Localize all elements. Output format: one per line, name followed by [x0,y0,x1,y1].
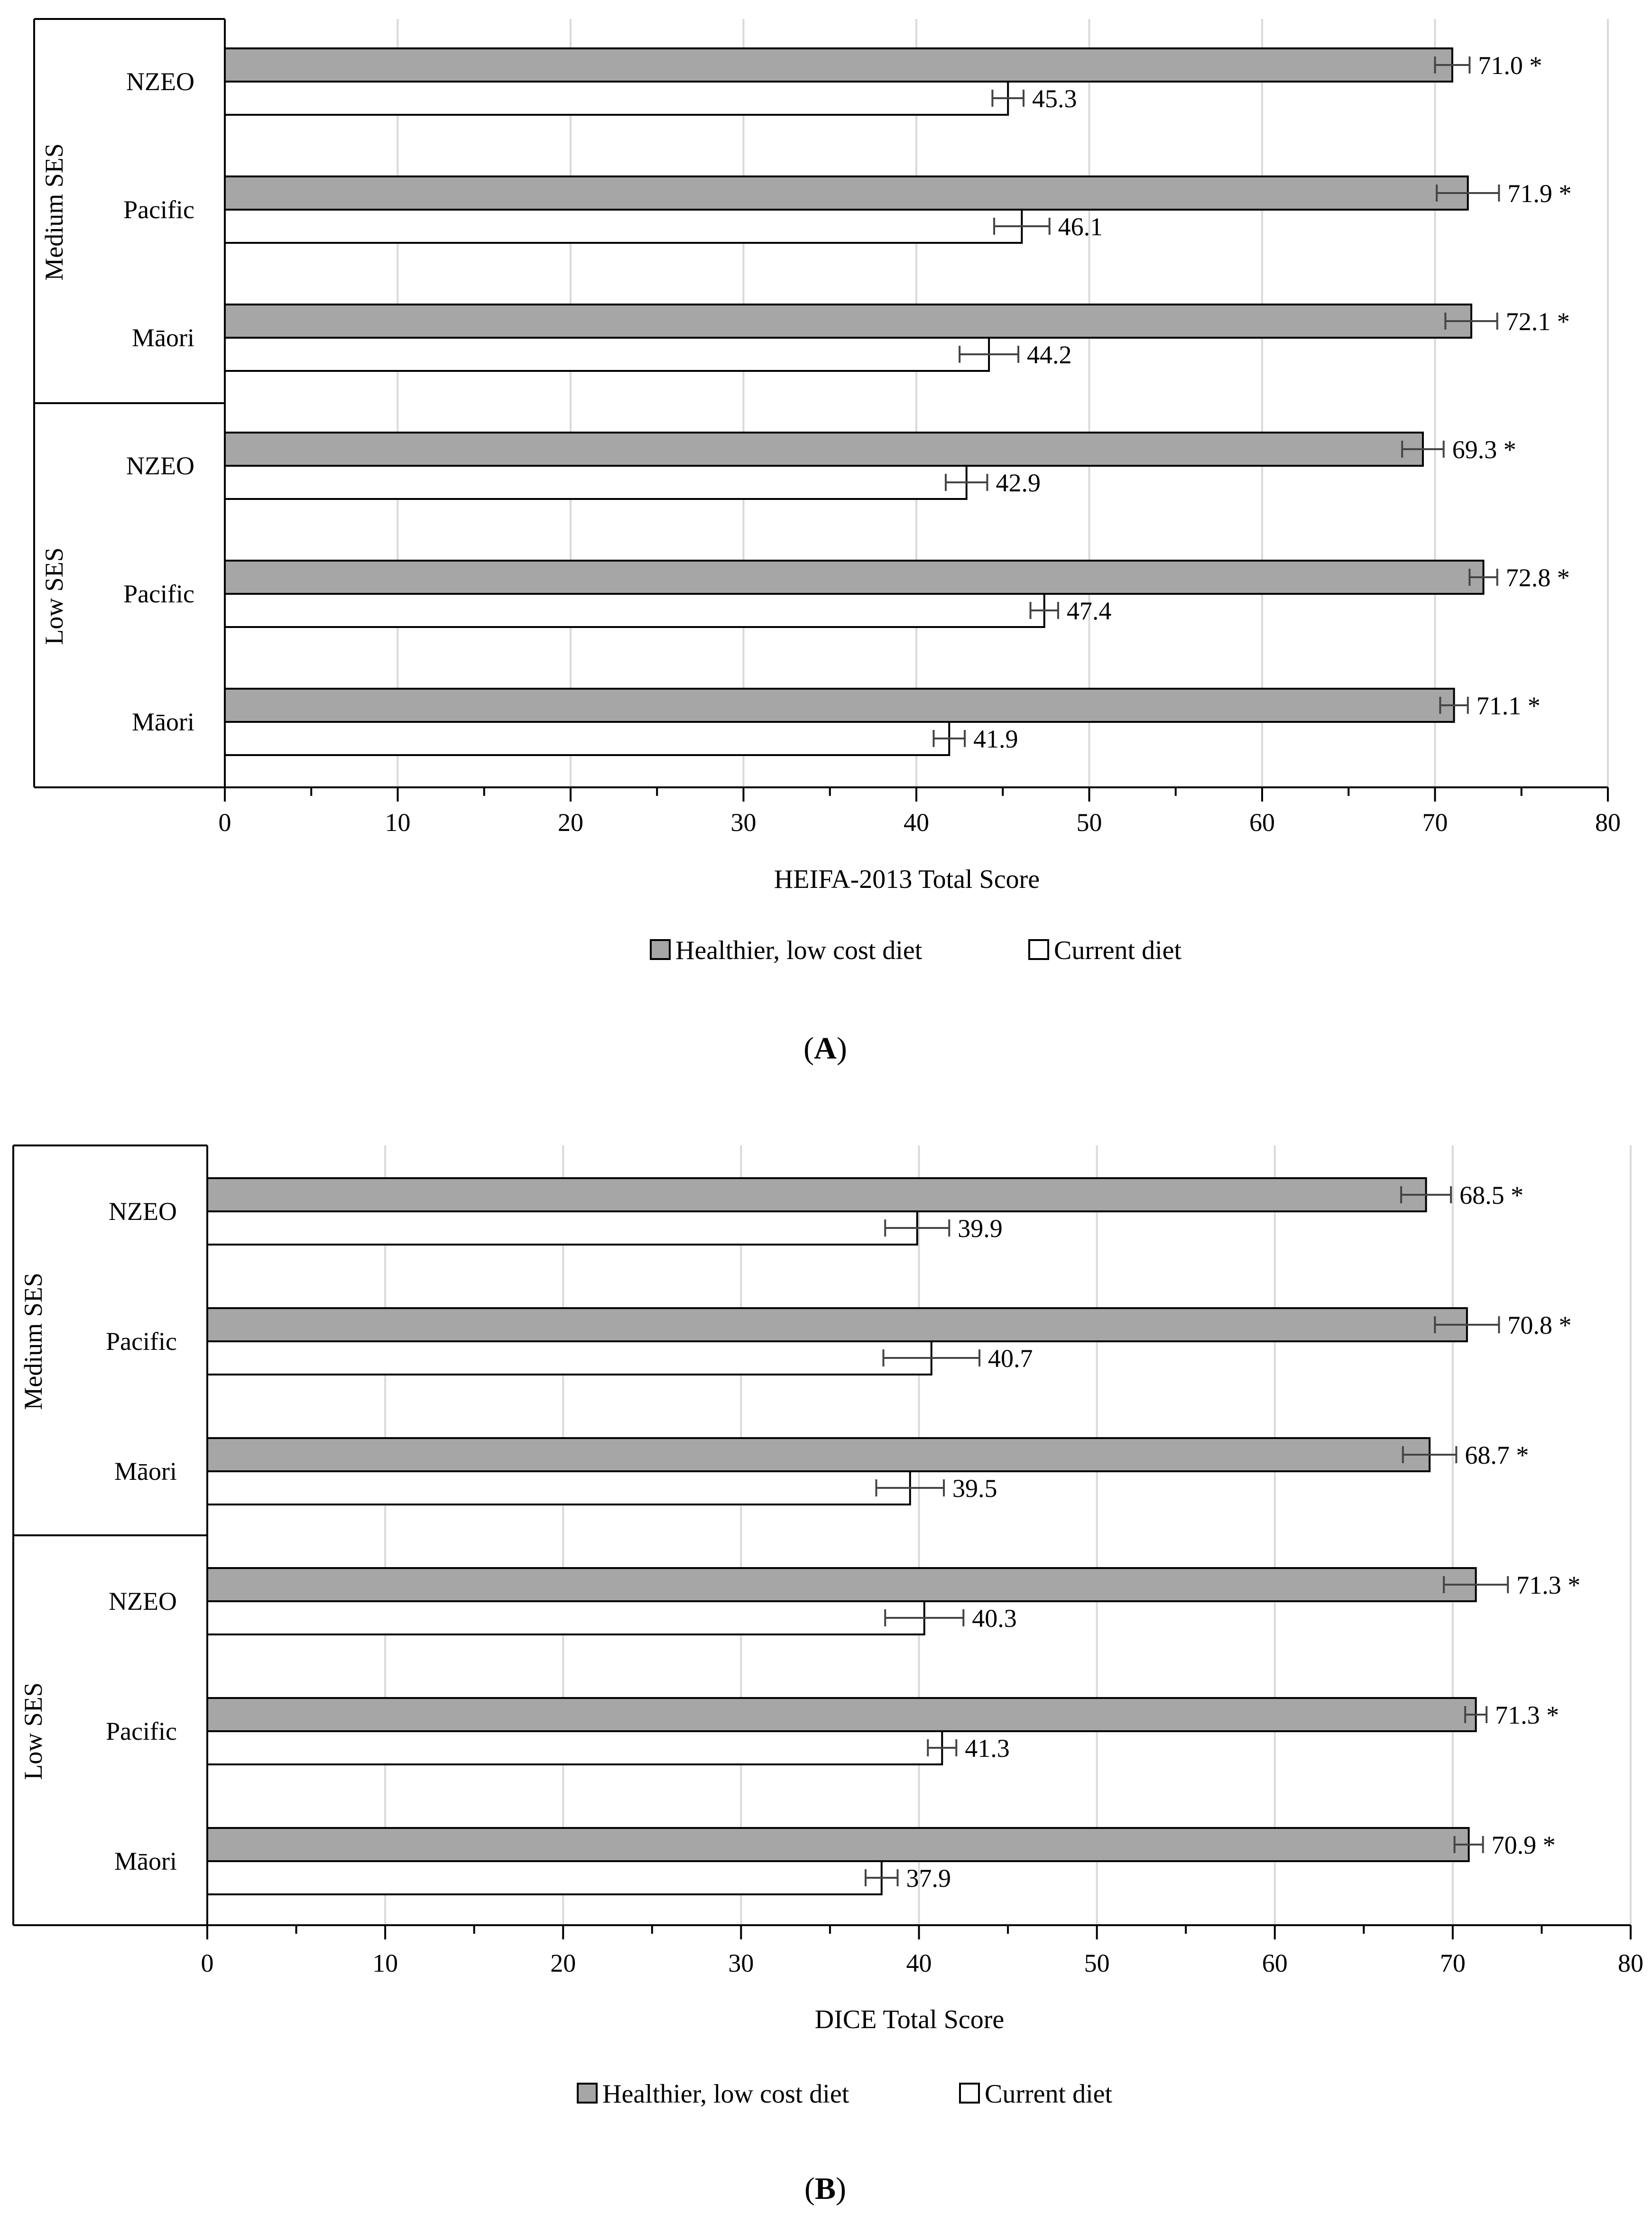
panel-a-category-label: NZEO [126,452,194,480]
panel-a-data-label: 71.0 * [1478,51,1542,80]
panel-a-healthier-diet-bar [224,432,1424,467]
panel-a-data-label: 69.3 * [1452,435,1516,464]
panel-b-category-label: Māori [114,1847,177,1875]
panel-b-data-label: 68.5 * [1459,1181,1523,1209]
panel-b-group-label: Medium SES [19,1273,47,1410]
panel-a-data-label: 47.4 [1067,597,1112,625]
panel-b-x-tick-label: 10 [372,1949,398,1977]
panel-a-current-diet-bar [224,81,1009,116]
panel-b-legend-label-healthier: Healthier, low cost diet [602,2079,849,2109]
panel-b-x-tick-label: 40 [906,1949,932,1977]
panel-b-current-diet-bar [206,1210,918,1246]
panel-a-x-tick-label: 0 [219,808,231,837]
panel-b-x-tick-label: 20 [550,1949,576,1977]
panel-b-legend-label-current: Current diet [985,2079,1112,2109]
panel-b-data-label: 71.3 * [1516,1571,1580,1599]
panel-b-x-tick-label: 80 [1618,1949,1643,1977]
panel-b-data-label: 70.8 * [1507,1311,1571,1339]
panel-a-data-label: 46.1 [1058,212,1103,241]
panel-b-current-diet-bar [206,1470,911,1505]
panel-a-x-tick-label: 80 [1595,808,1621,837]
panel-a-data-label: 44.2 [1027,341,1072,369]
panel-a-x-tick-label: 40 [904,808,929,837]
panel-b-healthier-diet-bar [206,1697,1477,1732]
panel-a-healthier-diet-bar [224,304,1473,339]
panel-a-healthier-diet-bar [224,47,1453,83]
panel-a-group-label: Low SES [40,547,68,645]
panel-a-legend-label-healthier: Healthier, low cost diet [675,936,923,965]
panel-a-x-tick-label: 70 [1422,808,1448,837]
panel-a-healthier-diet-bar [224,560,1485,595]
panel-b-category-label: Māori [114,1457,177,1486]
panel-b-data-label: 39.9 [958,1214,1003,1243]
panel-a-x-tick-label: 50 [1077,808,1102,837]
panel-b-current-diet-bar [206,1600,925,1635]
panel-b-category-label: NZEO [109,1587,177,1615]
panel-b-x-tick-label: 0 [201,1949,214,1977]
panel-b-data-label: 68.7 * [1465,1441,1529,1469]
panel-a-data-label: 72.1 * [1506,307,1570,336]
panel-a-x-tick-label: 10 [385,808,411,837]
panel-a-data-label: 42.9 [996,469,1041,497]
panel-b-legend-swatch-healthier [577,2083,598,2104]
panel-b-data-label: 37.9 [906,1864,951,1892]
panel-b-healthier-diet-bar [206,1307,1468,1342]
panel-a-data-label: 45.3 [1032,84,1077,113]
panel-b-data-label: 40.7 [988,1344,1033,1373]
panel-a-category-label: Māori [132,708,194,736]
panel-a-current-diet-bar [224,337,990,372]
panel-b-healthier-diet-bar [206,1437,1431,1472]
panel-a-healthier-diet-bar [224,175,1469,211]
panel-b-current-diet-bar [206,1860,883,1895]
panel-b-group-label: Low SES [19,1682,47,1780]
panel-a-category-label: NZEO [126,67,194,96]
panel-a-x-axis-title: HEIFA-2013 Total Score [774,865,1040,894]
panel-a-category-label: Māori [132,323,194,352]
panel-a-category-label: Pacific [123,580,194,608]
panel-b-legend-swatch-current [959,2083,980,2104]
panel-b-healthier-diet-bar [206,1177,1427,1212]
panel-a-legend-swatch-healthier [650,939,671,960]
panel-b-data-label: 39.5 [952,1474,997,1503]
panel-b-category-label: Pacific [106,1717,177,1745]
panel-b-x-tick-label: 50 [1084,1949,1110,1977]
panel-b-x-axis-title: DICE Total Score [815,2005,1004,2034]
panel-a-legend-label-current: Current diet [1054,936,1181,965]
panel-a-data-label: 41.9 [973,725,1018,753]
panel-a-x-tick-label: 20 [558,808,583,837]
panel-a-current-diet-bar [224,465,968,500]
panel-b-healthier-diet-bar [206,1567,1477,1602]
panel-a-group-label: Medium SES [40,143,68,281]
panel-a-data-label: 71.9 * [1507,179,1571,208]
panel-a-current-diet-bar [224,593,1045,628]
panel-a-panel-label: (A) [803,1031,847,1066]
panel-a-data-label: 71.1 * [1477,692,1541,720]
panel-a-category-label: Pacific [123,195,194,224]
panel-b-data-label: 40.3 [972,1604,1017,1633]
panel-a-healthier-diet-bar [224,688,1455,723]
panel-b-category-label: Pacific [106,1327,177,1356]
panel-a-current-diet-bar [224,209,1023,244]
panel-b-data-label: 41.3 [965,1734,1010,1763]
panel-b-current-diet-bar [206,1340,932,1375]
panel-a-current-diet-bar [224,721,951,756]
panel-a-x-tick-label: 60 [1249,808,1275,837]
panel-a-x-tick-label: 30 [731,808,757,837]
panel-b-category-label: NZEO [109,1197,177,1226]
panel-b-healthier-diet-bar [206,1827,1470,1862]
panel-b-panel-label: (B) [804,2171,846,2206]
panel-b-data-label: 70.9 * [1492,1831,1556,1859]
panel-b-x-tick-label: 60 [1262,1949,1288,1977]
panel-a-legend-swatch-current [1028,939,1049,960]
panel-b-current-diet-bar [206,1730,943,1765]
panel-b-x-tick-label: 30 [728,1949,754,1977]
panel-b-data-label: 71.3 * [1495,1701,1559,1729]
panel-b-x-tick-label: 70 [1440,1949,1466,1977]
panel-a-data-label: 72.8 * [1506,563,1570,592]
